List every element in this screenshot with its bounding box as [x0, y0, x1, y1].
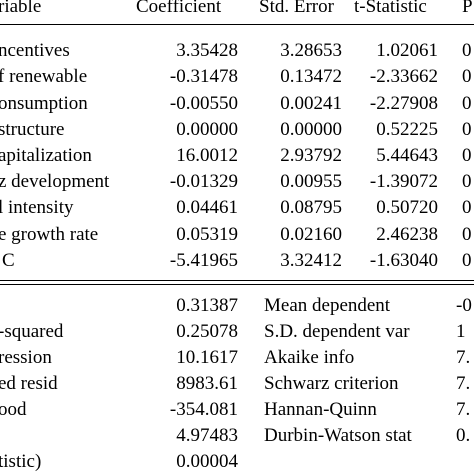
coef-row-label: e growth rate: [0, 224, 99, 245]
stat-left-label: -squared: [0, 321, 64, 342]
coef-row-label: C: [2, 250, 15, 271]
coef-row-label: f renewable: [0, 66, 88, 87]
coef-row-t-statistic: -2.27908: [369, 93, 438, 114]
stat-right-value: -0: [456, 295, 472, 316]
coef-row-prob: 0: [462, 145, 472, 166]
coef-row-prob: 0: [462, 250, 472, 271]
coef-row-t-statistic: 0.52225: [376, 119, 438, 140]
stat-right-label: Akaike info: [264, 347, 355, 368]
coef-row-std-error: 0.13472: [280, 66, 342, 87]
coef-row-t-statistic: -1.63040: [369, 250, 438, 271]
coef-row-label: structure: [0, 119, 65, 140]
coef-row-std-error: 0.08795: [280, 197, 342, 218]
coef-row-coefficient: 0.04461: [176, 197, 238, 218]
stat-left-value: 0.25078: [176, 321, 238, 342]
coef-row-label: z development: [0, 171, 110, 192]
coef-row-prob: 0: [462, 40, 472, 61]
coef-row-prob: 0: [462, 171, 472, 192]
stat-right-label: Durbin-Watson stat: [264, 425, 412, 446]
header-coefficient: Coefficient: [136, 0, 222, 17]
coef-row-prob: 0: [462, 93, 472, 114]
coef-row-label: ncentives: [0, 40, 70, 61]
stat-right-value: 1: [456, 321, 466, 342]
stat-left-value: 0.00004: [176, 451, 238, 472]
header-std-error: Std. Error: [259, 0, 334, 17]
stat-right-label: Hannan-Quinn: [264, 399, 377, 420]
stat-left-value: 4.97483: [176, 425, 238, 446]
coef-row-coefficient: 0.00000: [176, 119, 238, 140]
coef-row-t-statistic: 1.02061: [376, 40, 438, 61]
section-divider: [0, 280, 474, 281]
coef-row-std-error: 0.02160: [280, 224, 342, 245]
coef-row-t-statistic: -1.39072: [369, 171, 438, 192]
stat-right-label: Schwarz criterion: [264, 373, 399, 394]
coef-row-std-error: 2.93792: [280, 145, 342, 166]
coef-row-coefficient: -5.41965: [169, 250, 238, 271]
stat-left-value: 10.1617: [176, 347, 238, 368]
coef-row-t-statistic: 2.46238: [376, 224, 438, 245]
stat-left-value: -354.081: [169, 399, 238, 420]
coef-row-coefficient: 16.0012: [176, 145, 238, 166]
coef-row-coefficient: -0.00550: [169, 93, 238, 114]
stat-left-label: ression: [0, 347, 52, 368]
coef-row-prob: 0: [462, 119, 472, 140]
coef-row-std-error: 3.28653: [280, 40, 342, 61]
coef-row-std-error: 0.00955: [280, 171, 342, 192]
coef-row-coefficient: -0.01329: [169, 171, 238, 192]
stat-right-value: 0.: [456, 425, 471, 446]
coef-row-coefficient: 0.05319: [176, 224, 238, 245]
stat-left-label: ed resid: [0, 373, 58, 394]
stat-left-value: 8983.61: [176, 373, 238, 394]
header-t-statistic: t-Statistic: [354, 0, 427, 17]
coef-row-std-error: 0.00000: [280, 119, 342, 140]
coef-row-t-statistic: 0.50720: [376, 197, 438, 218]
coef-row-coefficient: -0.31478: [169, 66, 238, 87]
stat-right-value: 7.: [456, 399, 471, 420]
section-divider: [0, 284, 474, 285]
stat-right-label: S.D. dependent var: [264, 321, 410, 342]
header-prob: P: [462, 0, 473, 17]
stat-left-label: ood: [0, 399, 27, 420]
coef-row-coefficient: 3.35428: [176, 40, 238, 61]
stat-right-value: 7.: [456, 373, 471, 394]
coef-row-t-statistic: -2.33662: [369, 66, 438, 87]
coef-row-prob: 0: [462, 197, 472, 218]
coef-row-std-error: 0.00241: [280, 93, 342, 114]
coef-row-label: onsumption: [0, 93, 88, 114]
coef-row-prob: 0: [462, 66, 472, 87]
stat-left-value: 0.31387: [176, 295, 238, 316]
coef-row-label: apitalization: [0, 145, 92, 166]
coef-row-t-statistic: 5.44643: [376, 145, 438, 166]
stat-right-label: Mean dependent: [264, 295, 391, 316]
coef-row-std-error: 3.32412: [280, 250, 342, 271]
coef-row-label: l intensity: [0, 197, 74, 218]
header-variable: riable: [0, 0, 42, 17]
header-divider: [0, 24, 474, 25]
coef-row-prob: 0: [462, 224, 472, 245]
stat-right-value: 7.: [456, 347, 471, 368]
stat-left-label: tistic): [0, 451, 42, 472]
